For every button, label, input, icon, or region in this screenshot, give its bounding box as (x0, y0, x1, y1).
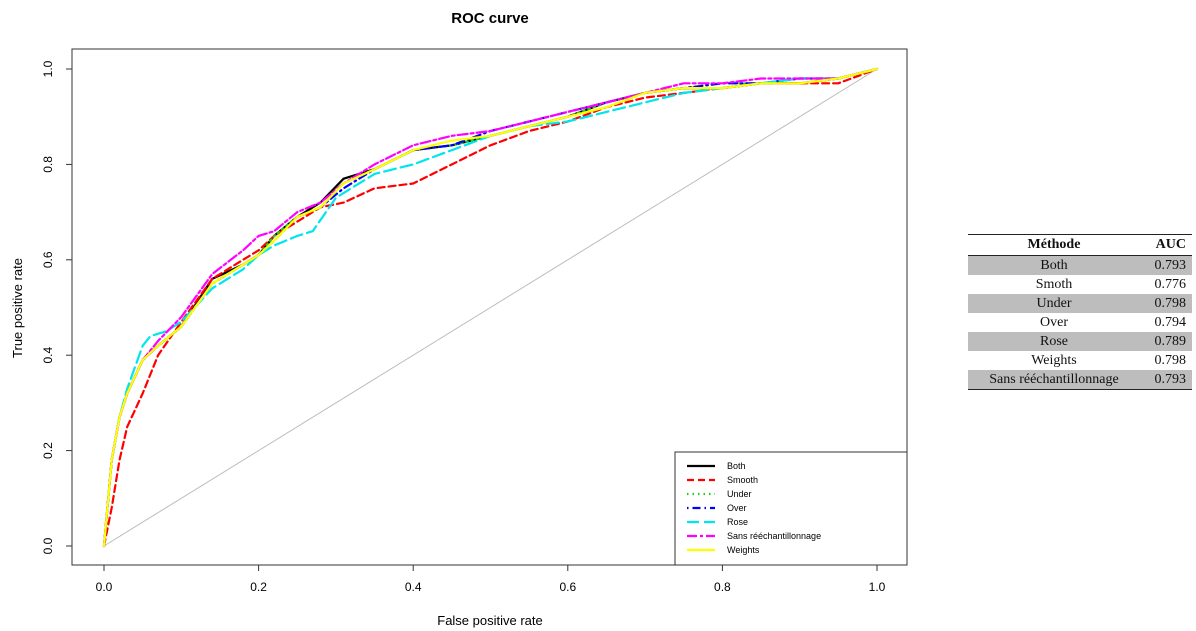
auc-column-header: AUC (1140, 234, 1192, 256)
auc-cell: 0.776 (1154, 276, 1187, 292)
legend-label: Weights (727, 545, 760, 555)
auc-cell: 0.794 (1154, 314, 1187, 330)
y-tick-label: 0.0 (41, 537, 55, 554)
x-tick-label: 0.0 (96, 580, 113, 594)
method-cell: Smoth (1035, 276, 1073, 292)
auc-table: Méthode AUC Both 0.793 Smoth 0.776 Under… (968, 234, 1192, 390)
legend-label: Smooth (727, 475, 758, 485)
method-cell: Both (968, 255, 1140, 275)
legend-label: Rose (727, 517, 748, 527)
table-row: Over 0.794 (968, 313, 1192, 332)
chart-title: ROC curve (451, 10, 529, 27)
roc-curve-rose (102, 67, 879, 548)
y-tick-label: 0.8 (41, 156, 55, 173)
roc-curve-weights (102, 67, 879, 548)
method-column-header: Méthode (968, 234, 1140, 256)
x-tick-label: 0.2 (250, 580, 267, 594)
table-row: Smoth 0.776 (968, 275, 1192, 294)
auc-cell: 0.793 (1140, 370, 1192, 390)
auc-cell: 0.798 (1140, 294, 1192, 313)
plot-frame (71, 48, 908, 566)
table-row: Both 0.793 (968, 255, 1192, 275)
auc-cell: 0.798 (1154, 352, 1187, 368)
legend-label: Under (727, 489, 752, 499)
method-cell: Sans rééchantillonnage (968, 370, 1140, 390)
roc-chart: ROC curve False positive rate True posit… (10, 10, 908, 628)
y-tick-label: 0.2 (41, 442, 55, 459)
y-tick-label: 0.6 (41, 251, 55, 268)
y-tick-label: 0.4 (41, 347, 55, 364)
x-axis-label: False positive rate (437, 613, 543, 628)
table-row: Rose 0.789 (968, 332, 1192, 351)
legend-label: Sans rééchantillonnage (727, 531, 821, 541)
x-tick-label: 0.6 (559, 580, 576, 594)
roc-curves (102, 67, 879, 548)
method-cell: Over (1040, 314, 1068, 330)
table-row: Weights 0.798 (968, 351, 1192, 370)
axis-ticks: 0.0 0.2 0.4 0.6 0.8 1.0 0.0 0.2 0.4 0.6 0.8 1.0 (41, 60, 886, 594)
roc-curve-sans-r-chantillonnage (102, 67, 879, 548)
legend: Both Smooth Under Over Rose Sans rééchantillo… (674, 451, 908, 566)
x-tick-label: 1.0 (869, 580, 886, 594)
legend-label: Both (727, 461, 746, 471)
diagonal-line (103, 68, 878, 547)
x-tick-label: 0.8 (714, 580, 731, 594)
auc-cell: 0.793 (1140, 255, 1192, 275)
diagonal-reference-line (103, 68, 878, 547)
x-tick-label: 0.4 (405, 580, 422, 594)
method-cell: Weights (1031, 352, 1077, 368)
method-cell: Rose (968, 332, 1140, 351)
auc-table-header-row: Méthode AUC (968, 234, 1192, 256)
legend-box (674, 451, 908, 566)
y-tick-label: 1.0 (41, 60, 55, 77)
method-cell: Under (968, 294, 1140, 313)
legend-label: Over (727, 503, 747, 513)
table-row: Under 0.798 (968, 294, 1192, 313)
table-row: Sans rééchantillonnage 0.793 (968, 370, 1192, 390)
y-axis-label: True positive rate (10, 258, 25, 358)
auc-cell: 0.789 (1140, 332, 1192, 351)
